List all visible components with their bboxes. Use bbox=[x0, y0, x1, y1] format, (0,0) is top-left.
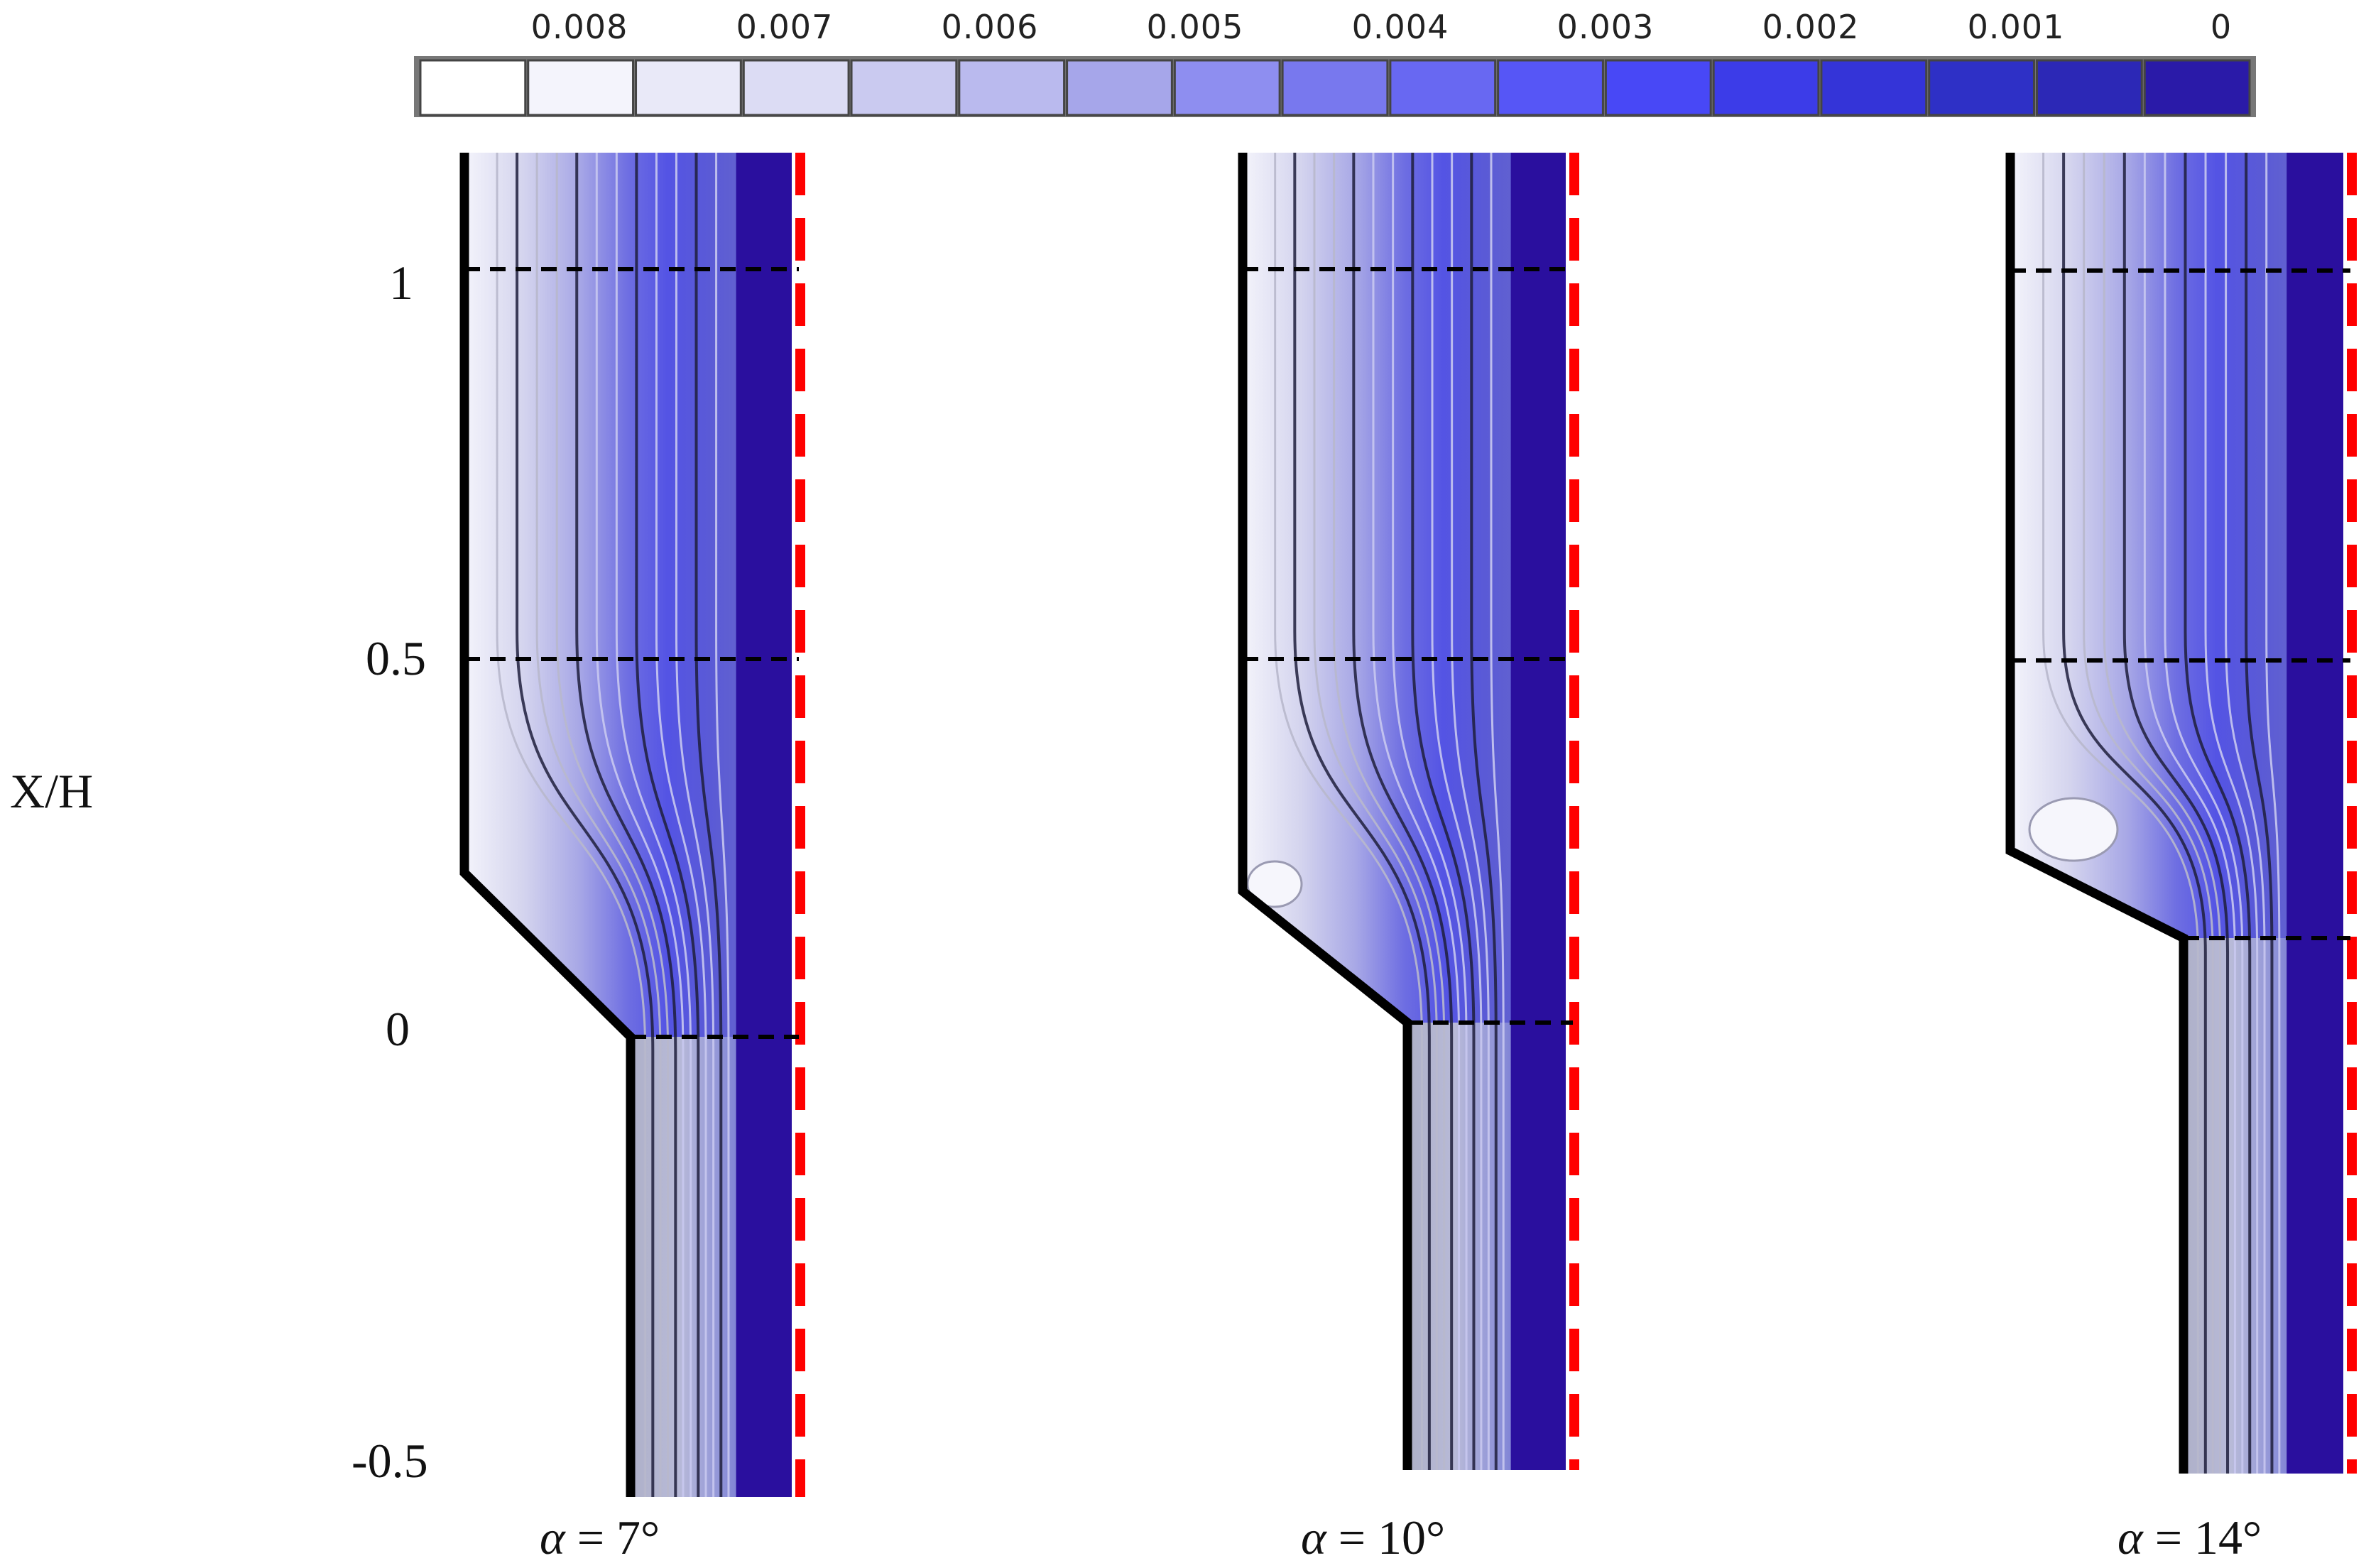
streamline bbox=[496, 153, 647, 1497]
streamline bbox=[2103, 153, 2222, 1474]
colorbar-cell bbox=[1712, 59, 1820, 116]
streamline bbox=[575, 153, 677, 1497]
streamline bbox=[615, 153, 692, 1497]
streamline bbox=[2225, 153, 2266, 1474]
colorbar-cell bbox=[850, 59, 958, 116]
channel-wall bbox=[459, 153, 636, 1497]
colorbar-cells bbox=[419, 59, 2251, 116]
alpha-value: = 14° bbox=[2143, 1510, 2262, 1564]
streamline bbox=[635, 153, 700, 1497]
colorbar-cell bbox=[1173, 59, 1281, 116]
alpha-symbol: α bbox=[2117, 1510, 2144, 1564]
y-tick-0.5: 0.5 bbox=[366, 631, 426, 685]
panel-caption-alpha-14: α = 14° bbox=[2117, 1510, 2262, 1564]
streamline bbox=[1490, 153, 1505, 1470]
streamline bbox=[1411, 153, 1476, 1470]
streamline bbox=[694, 153, 723, 1497]
streamline bbox=[2164, 153, 2244, 1474]
panel-caption-alpha-7: α = 7° bbox=[540, 1510, 660, 1564]
streamline bbox=[655, 153, 707, 1497]
colorbar-label: 0.002 bbox=[1762, 8, 1860, 46]
channel-wall bbox=[2005, 153, 2189, 1474]
streamline bbox=[1372, 153, 1461, 1470]
colorbar-cell bbox=[419, 59, 527, 116]
panel-alpha-7 bbox=[459, 153, 805, 1497]
streamline bbox=[675, 153, 715, 1497]
flow-core bbox=[1510, 153, 1566, 1470]
streamline bbox=[2204, 153, 2259, 1474]
streamline bbox=[2184, 153, 2252, 1474]
alpha-symbol: α bbox=[1301, 1510, 1327, 1564]
streamline bbox=[1352, 153, 1454, 1470]
colorbar-cell bbox=[958, 59, 1066, 116]
flow-core bbox=[736, 153, 792, 1497]
colorbar-cell bbox=[1066, 59, 1173, 116]
y-axis-label: X/H bbox=[10, 764, 93, 818]
y-tick-1: 1 bbox=[389, 256, 413, 310]
alpha-symbol: α bbox=[540, 1510, 566, 1564]
streamline bbox=[715, 153, 730, 1497]
streamline bbox=[2265, 153, 2281, 1474]
colorbar-cell bbox=[635, 59, 742, 116]
colorbar-label: 0.001 bbox=[1968, 8, 2065, 46]
streamline bbox=[1274, 153, 1423, 1470]
colorbar-cell bbox=[527, 59, 635, 116]
streamline bbox=[535, 153, 662, 1497]
alpha-value: = 10° bbox=[1326, 1510, 1446, 1564]
streamline bbox=[1293, 153, 1431, 1470]
streamline bbox=[516, 153, 655, 1497]
streamline bbox=[1431, 153, 1483, 1470]
streamline bbox=[2143, 153, 2236, 1474]
colorbar-label: 0.008 bbox=[531, 8, 628, 46]
flow-region-upper bbox=[2010, 153, 2343, 938]
colorbar-cell bbox=[1389, 59, 1497, 116]
panel-alpha-10 bbox=[1238, 153, 1579, 1470]
y-tick-0: 0 bbox=[386, 1002, 410, 1056]
streamline bbox=[2122, 153, 2230, 1474]
streamline bbox=[1451, 153, 1490, 1470]
y-tick-minus-0.5: -0.5 bbox=[351, 1434, 428, 1488]
colorbar: 0.008 0.007 0.006 0.005 0.004 0.003 0.002 0.001… bbox=[414, 8, 2256, 117]
flow-region-upper bbox=[464, 153, 792, 1037]
colorbar-label: 0 bbox=[2211, 8, 2232, 46]
panel-caption-alpha-10: α = 10° bbox=[1301, 1510, 1445, 1564]
colorbar-cell bbox=[742, 59, 850, 116]
streamline bbox=[2245, 153, 2274, 1474]
streamline bbox=[2062, 153, 2207, 1474]
alpha-value: = 7° bbox=[565, 1510, 660, 1564]
streamline bbox=[2042, 153, 2199, 1474]
streamline bbox=[2083, 153, 2214, 1474]
recirculation-bubble bbox=[1246, 860, 1303, 908]
panel-alpha-14 bbox=[2005, 153, 2357, 1474]
streamline bbox=[555, 153, 670, 1497]
streamline bbox=[595, 153, 685, 1497]
flow-region-upper bbox=[1243, 153, 1566, 1023]
colorbar-label: 0.006 bbox=[942, 8, 1039, 46]
colorbar-label: 0.007 bbox=[736, 8, 834, 46]
flow-core bbox=[2286, 153, 2343, 1474]
colorbar-cell bbox=[2143, 59, 2251, 116]
colorbar-cell bbox=[1604, 59, 1712, 116]
colorbar-cell bbox=[1281, 59, 1389, 116]
colorbar-cell bbox=[1928, 59, 2035, 116]
recirculation-bubble bbox=[2028, 797, 2119, 862]
colorbar-cell bbox=[1820, 59, 1928, 116]
colorbar-label: 0.003 bbox=[1557, 8, 1655, 46]
streamline bbox=[1392, 153, 1468, 1470]
colorbar-cell bbox=[2035, 59, 2143, 116]
y-axis: X/H 1 0.5 0 -0.5 bbox=[10, 256, 428, 1488]
streamline bbox=[1333, 153, 1446, 1470]
colorbar-label: 0.005 bbox=[1147, 8, 1244, 46]
streamline bbox=[1313, 153, 1438, 1470]
colorbar-label: 0.004 bbox=[1352, 8, 1449, 46]
colorbar-labels: 0.008 0.007 0.006 0.005 0.004 0.003 0.002 0.001… bbox=[531, 8, 2232, 46]
streamline bbox=[1470, 153, 1498, 1470]
colorbar-cell bbox=[1497, 59, 1604, 116]
channel-wall bbox=[1238, 153, 1412, 1470]
